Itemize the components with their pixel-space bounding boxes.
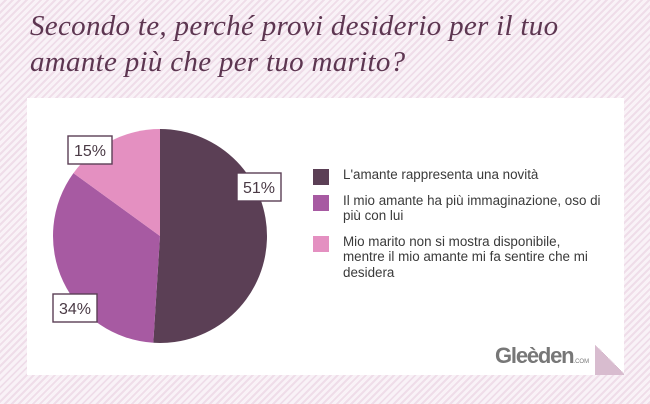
legend-swatch-1: [313, 169, 329, 185]
legend-swatch-3: [313, 235, 329, 252]
value-label-text-3: 15%: [74, 143, 106, 160]
chart-title: Secondo te, perché provi desiderio per i…: [30, 10, 559, 78]
value-label-3: 15%: [67, 135, 113, 165]
legend-label-1: L'amante rappresenta una novità: [343, 167, 539, 182]
legend-swatch-2: [313, 194, 329, 211]
value-label-box-2: [52, 293, 98, 323]
legend-item-1: L'amante rappresenta una novità: [313, 167, 603, 185]
legend: L'amante rappresenta una novità Il mio a…: [313, 167, 603, 290]
logo-suffix: .COM: [573, 359, 590, 365]
value-label-1: 51%: [236, 172, 282, 202]
legend-label-2: Il mio amante ha più immaginazione, oso …: [343, 192, 601, 224]
logo-text: Gleèden: [495, 343, 575, 368]
page-fold: [595, 343, 624, 375]
legend-item-2: Il mio amante ha più immaginazione, oso …: [313, 193, 603, 224]
value-label-box-3: [67, 135, 113, 165]
legend-label-3: Mio marito non si mostra disponibile, me…: [343, 233, 588, 280]
gleeden-logo: Gleèden.COM: [495, 343, 589, 369]
pie-slice-1: [153, 129, 268, 343]
value-label-text-2: 34%: [59, 301, 91, 318]
legend-item-3: Mio marito non si mostra disponibile, me…: [313, 234, 603, 281]
value-label-text-1: 51%: [243, 180, 275, 197]
value-label-box-1: [236, 172, 282, 202]
value-label-2: 34%: [52, 293, 98, 323]
